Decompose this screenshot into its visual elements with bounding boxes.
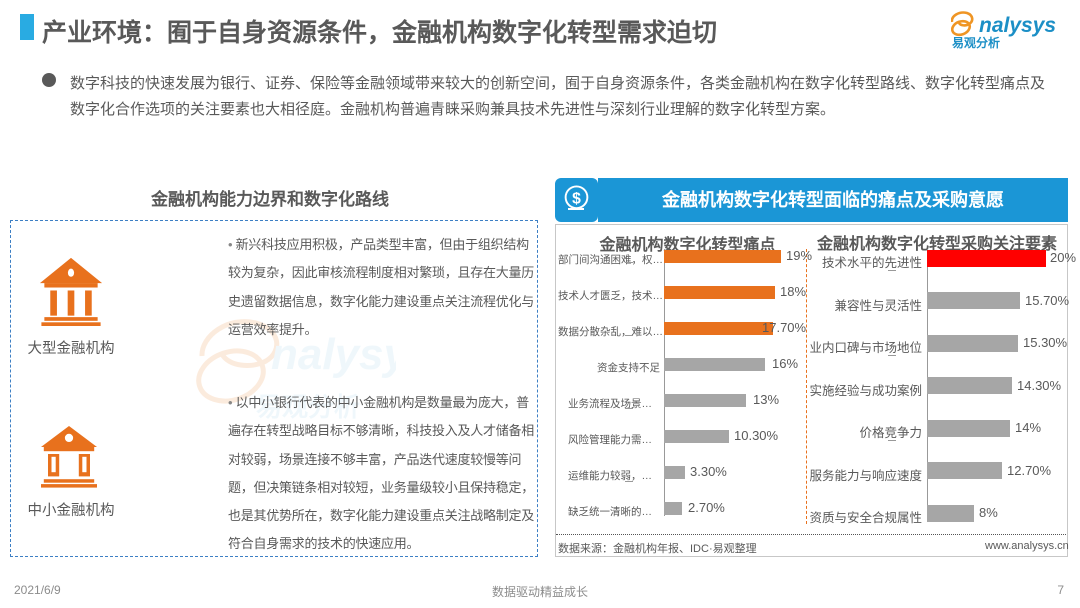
svg-text:$: $ <box>572 190 581 207</box>
svg-text:易观分析: 易观分析 <box>952 35 1000 50</box>
svg-text:nalysys: nalysys <box>979 14 1056 37</box>
